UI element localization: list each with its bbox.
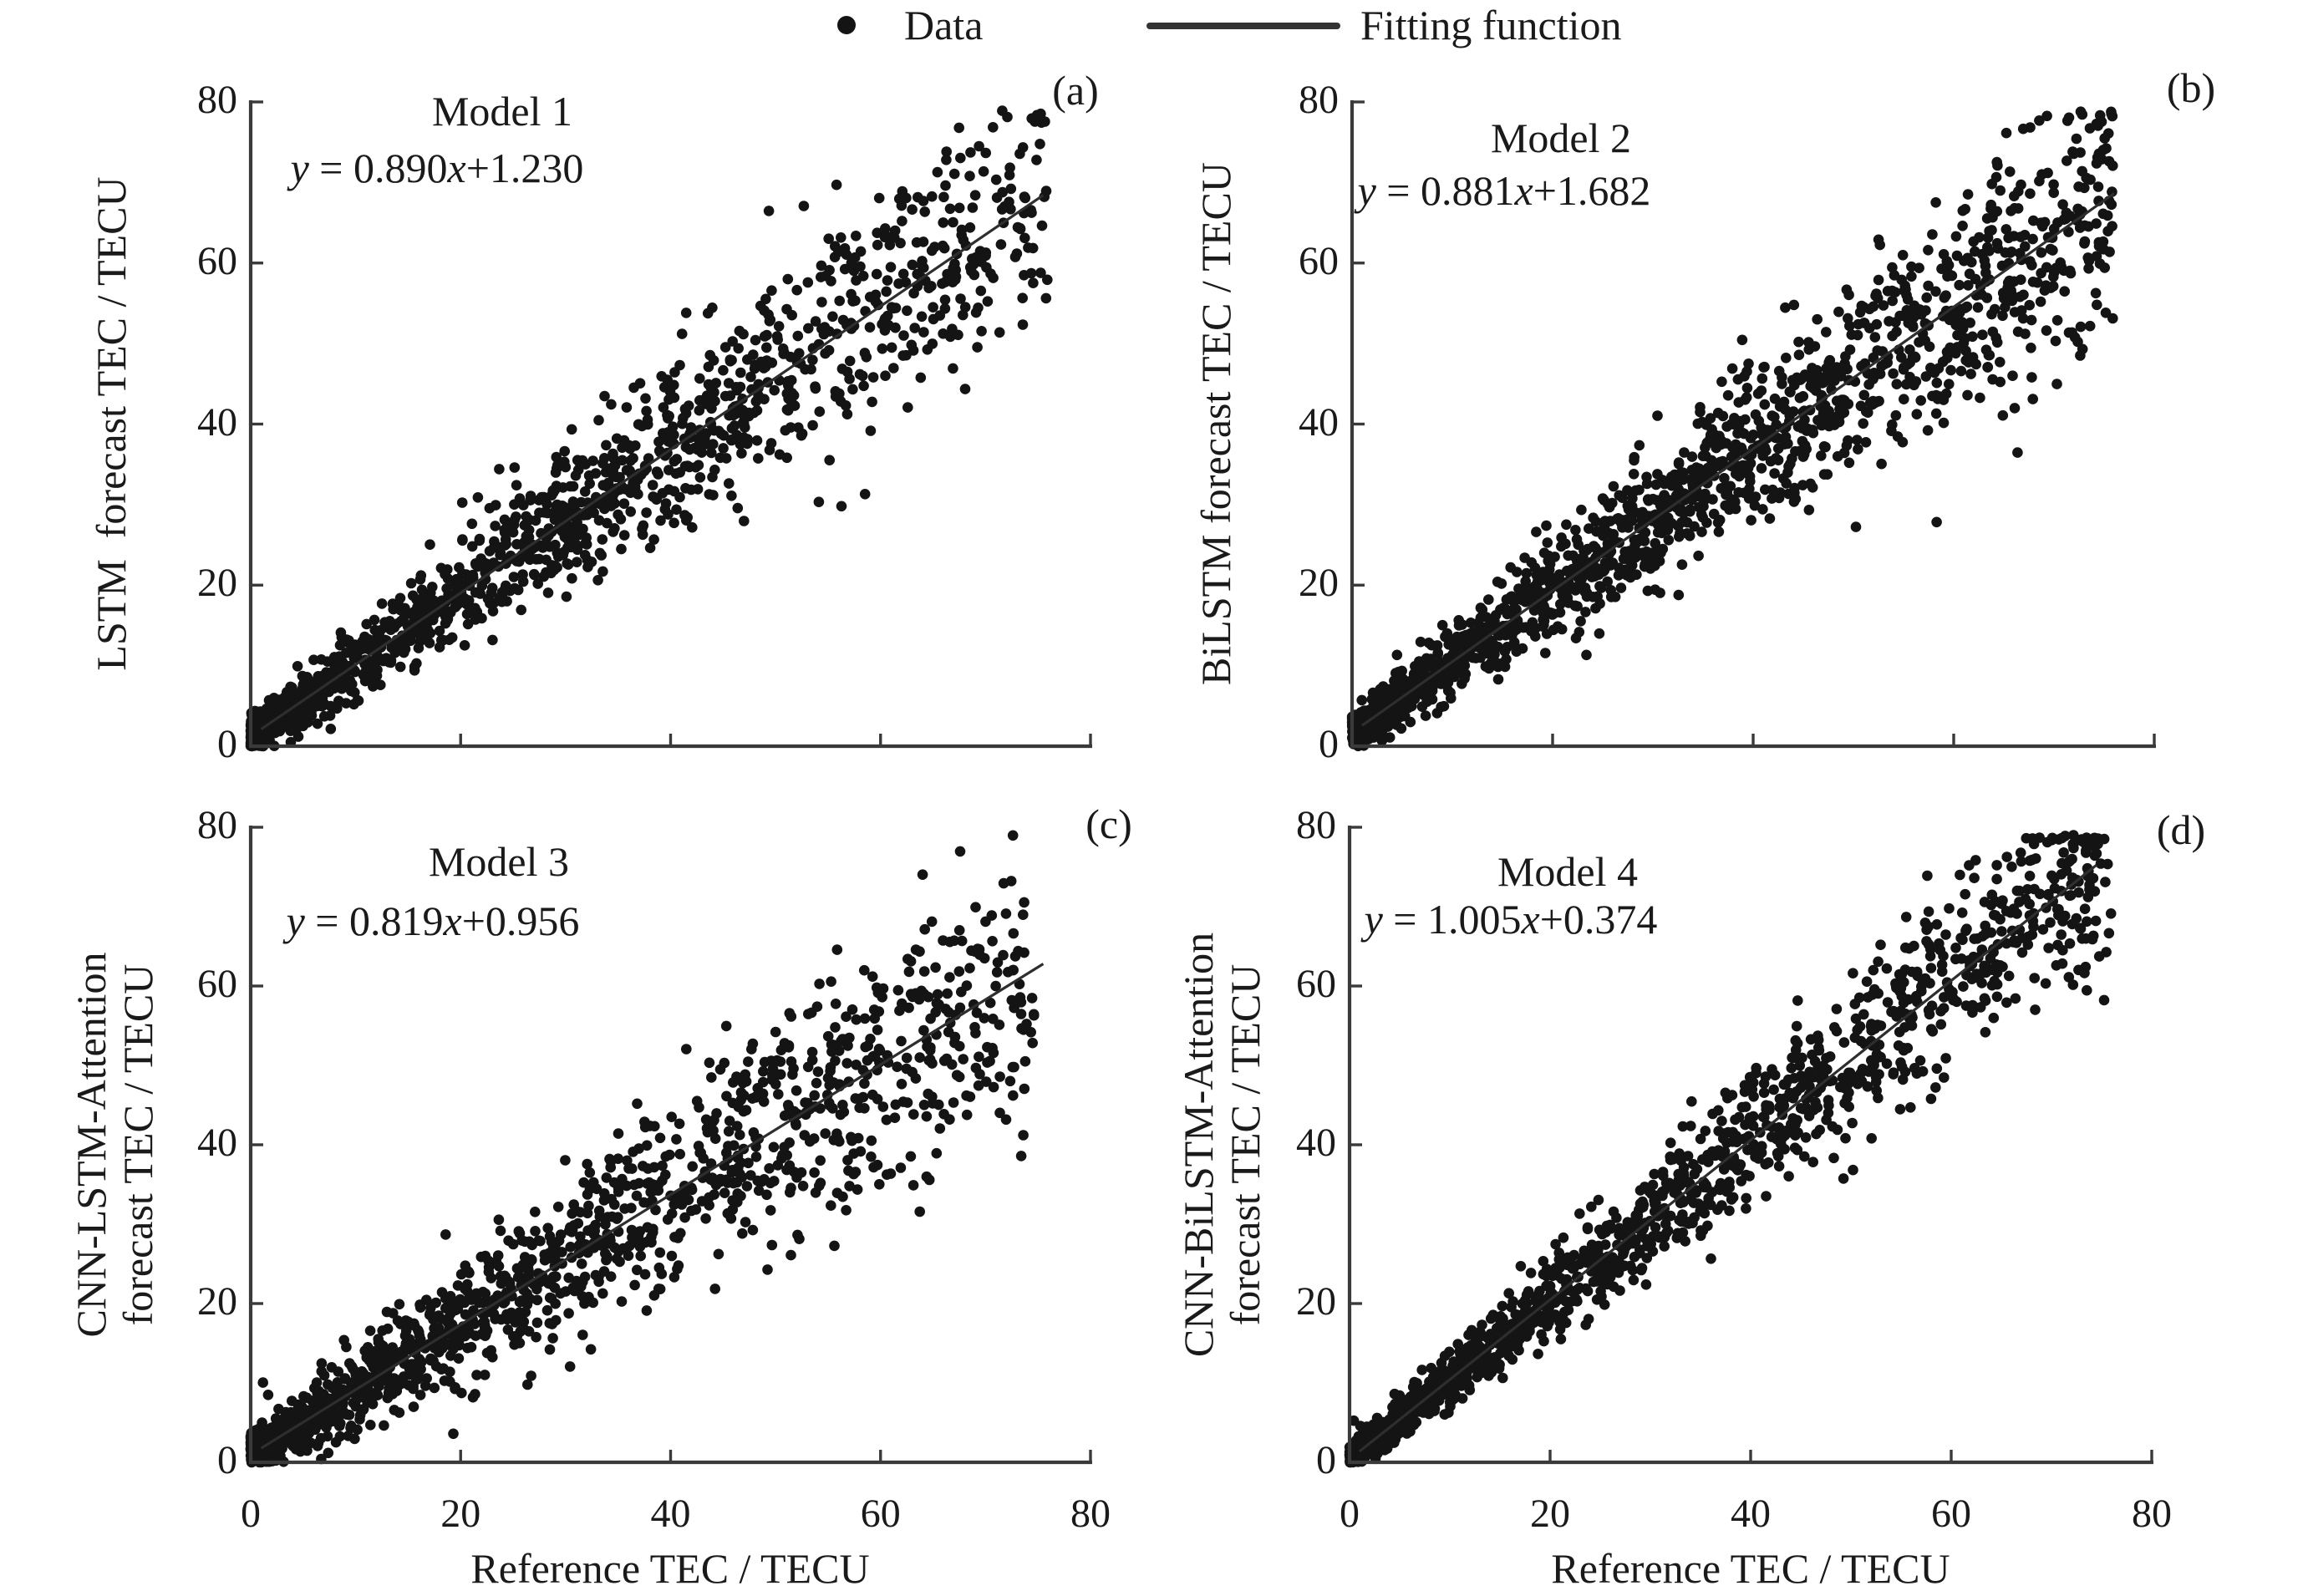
panel-d-y-tick-label: 0 xyxy=(1316,1438,1336,1482)
panel-d-y-tick-label: 60 xyxy=(1296,962,1336,1006)
panel-c-y-tick-label: 80 xyxy=(197,803,237,847)
panel-d-x-tick-label: 80 xyxy=(2132,1492,2172,1536)
legend-data-dot-icon xyxy=(837,16,856,34)
panel-c-x-axis-label: Reference TEC / TECU xyxy=(470,1545,870,1592)
panel-d-y-tick-label: 40 xyxy=(1296,1121,1336,1165)
panel-c-x-tick-label: 20 xyxy=(440,1492,481,1536)
panel-c-y-tick-label: 40 xyxy=(197,1121,237,1165)
panel-c-x-tick-label: 60 xyxy=(860,1492,901,1536)
panel-c-x-tick-label: 80 xyxy=(1070,1492,1111,1536)
panel-c-x-tick-label: 0 xyxy=(241,1492,261,1536)
panel-b-y-tick-label: 40 xyxy=(1299,399,1339,445)
panel-c-equation: y = 0.819x+0.956 xyxy=(286,897,580,944)
panel-b-y-tick-label: 20 xyxy=(1299,561,1339,606)
panel-d-equation: y = 1.005x+0.374 xyxy=(1364,896,1658,943)
panel-d-x-tick-label: 60 xyxy=(1931,1492,1971,1536)
panel-d-corner-label: (d) xyxy=(2156,806,2206,853)
panel-a-y-axis-label: LSTM forecast TEC / TECU xyxy=(88,176,135,671)
panel-d-y-tick-label: 80 xyxy=(1296,803,1336,847)
legend-data-label: Data xyxy=(904,2,984,48)
panel-d-x-tick-label: 40 xyxy=(1731,1492,1771,1536)
panel-d-x-tick-label: 0 xyxy=(1340,1492,1360,1536)
panel-c-y-axis-label: CNN-LSTM-Attention forecast TEC / TECU xyxy=(68,952,161,1338)
panel-b-plot-svg xyxy=(1346,100,2156,752)
panel-b-y-tick-label: 80 xyxy=(1299,78,1339,122)
panel-d-x-axis-label: Reference TEC / TECU xyxy=(1551,1545,1950,1592)
legend-fit-line-icon xyxy=(1146,23,1340,29)
panel-a-equation: y = 0.890x+1.230 xyxy=(290,145,584,191)
panel-d-x-tick-label: 20 xyxy=(1530,1492,1570,1536)
panel-c-corner-label: (c) xyxy=(1085,801,1132,847)
panel-c-y-tick-label: 0 xyxy=(217,1438,237,1482)
panel-c-y-tick-label: 60 xyxy=(197,962,237,1006)
panel-b-y-axis-label: BiLSTM forecast TEC / TECU xyxy=(1192,162,1239,685)
panel-a-y-tick-label: 40 xyxy=(197,399,237,445)
panel-b-y-tick-label: 60 xyxy=(1299,238,1339,283)
panel-b-corner-label: (b) xyxy=(2166,64,2216,111)
panel-c-title: Model 3 xyxy=(428,838,570,885)
panel-a-title: Model 1 xyxy=(431,88,573,135)
panel-b-y-tick-label: 0 xyxy=(1319,722,1339,766)
panel-c-plot-svg xyxy=(245,826,1092,1468)
panel-d-plot-svg xyxy=(1344,826,2153,1468)
panel-a-plot-svg xyxy=(245,100,1092,752)
panel-b-equation: y = 0.881x+1.682 xyxy=(1357,167,1651,214)
panel-a-y-tick-label: 20 xyxy=(197,561,237,606)
panel-d-title: Model 4 xyxy=(1497,848,1639,895)
panel-a-corner-label: (a) xyxy=(1052,67,1099,114)
panel-c-y-tick-label: 20 xyxy=(197,1279,237,1324)
panel-d-y-axis-label: CNN-BiLSTM-Attention forecast TEC / TECU xyxy=(1175,932,1268,1358)
panel-c-x-tick-label: 40 xyxy=(650,1492,691,1536)
panel-d-y-tick-label: 20 xyxy=(1296,1279,1336,1324)
legend-fit-label: Fitting function xyxy=(1360,2,1622,48)
panel-b-title: Model 2 xyxy=(1490,114,1632,161)
panel-a-y-tick-label: 80 xyxy=(197,78,237,122)
panel-a-y-tick-label: 0 xyxy=(217,722,237,766)
panel-a-y-tick-label: 60 xyxy=(197,238,237,283)
